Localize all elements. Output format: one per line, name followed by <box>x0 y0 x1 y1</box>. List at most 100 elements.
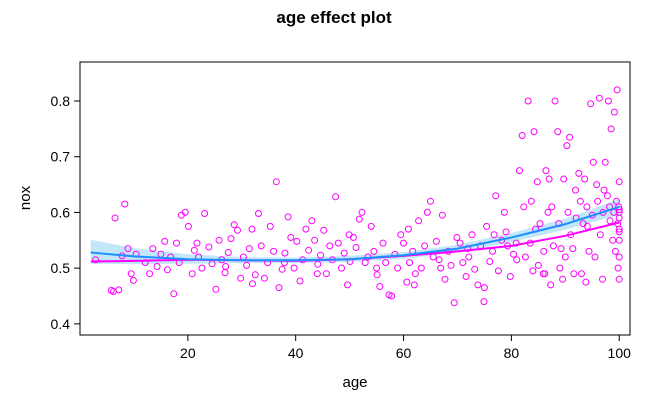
data-point <box>243 261 251 269</box>
data-point <box>111 214 119 222</box>
data-point <box>221 269 229 277</box>
y-tick-label: 0.6 <box>51 204 71 220</box>
data-point <box>193 239 201 247</box>
data-point <box>293 237 301 245</box>
data-point <box>533 178 541 186</box>
data-point <box>489 247 496 255</box>
data-point <box>506 273 514 280</box>
data-point <box>92 256 100 264</box>
data-point <box>146 270 154 278</box>
data-point <box>468 231 476 239</box>
data-point <box>500 208 508 216</box>
data-point <box>124 245 132 253</box>
data-point <box>561 253 569 261</box>
data-point <box>411 270 419 278</box>
data-point <box>373 264 381 272</box>
data-point <box>237 274 245 282</box>
data-point <box>583 203 591 211</box>
data-point <box>260 274 268 282</box>
data-point <box>581 175 589 183</box>
data-point <box>190 246 198 254</box>
data-point <box>530 128 538 136</box>
data-point <box>589 158 597 166</box>
data-point <box>308 217 316 225</box>
y-axis: 0.4 0.5 0.6 0.7 0.8 <box>51 93 81 332</box>
data-point <box>512 239 520 247</box>
x-tick-label: 40 <box>288 345 304 361</box>
data-point <box>490 231 498 239</box>
data-point <box>516 167 523 175</box>
data-point <box>311 236 319 244</box>
data-point <box>456 239 464 247</box>
data-point <box>483 222 491 230</box>
data-point <box>251 271 259 279</box>
data-point <box>594 197 602 205</box>
data-point <box>141 259 149 267</box>
y-tick-label: 0.5 <box>51 260 71 276</box>
data-point <box>355 215 363 223</box>
data-point <box>129 276 137 284</box>
data-point <box>486 258 494 265</box>
data-point <box>421 242 429 250</box>
data-point <box>492 192 500 200</box>
data-point <box>615 236 623 244</box>
data-point <box>459 259 467 267</box>
data-point <box>604 97 612 105</box>
data-point <box>474 281 482 289</box>
data-point <box>557 245 565 253</box>
x-tick-label: 20 <box>180 345 196 361</box>
data-point <box>566 133 574 141</box>
data-point <box>569 245 577 253</box>
data-point <box>198 264 206 272</box>
data-point <box>173 239 180 247</box>
data-point <box>322 270 330 278</box>
data-point <box>578 270 585 278</box>
data-point <box>373 271 381 279</box>
data-point <box>320 226 328 234</box>
data-point <box>230 221 238 229</box>
data-point <box>560 175 568 183</box>
data-point <box>447 261 455 269</box>
data-point <box>536 220 544 228</box>
x-tick-label: 80 <box>504 345 520 361</box>
data-point <box>404 225 412 233</box>
data-point <box>427 197 434 205</box>
data-point <box>379 239 387 247</box>
data-point <box>465 253 473 261</box>
data-point <box>606 217 614 225</box>
data-point <box>376 283 384 290</box>
data-point <box>615 206 623 214</box>
data-point <box>388 292 396 300</box>
data-point <box>287 234 295 241</box>
data-point <box>527 197 535 205</box>
data-point <box>367 222 375 230</box>
data-point <box>610 108 618 116</box>
data-point <box>548 203 556 211</box>
data-point <box>326 242 334 250</box>
data-point <box>615 228 623 236</box>
data-point <box>462 273 470 280</box>
data-point <box>587 100 595 108</box>
x-tick-label: 60 <box>396 345 412 361</box>
fit-line <box>90 205 620 262</box>
data-point <box>205 243 213 251</box>
data-point <box>423 208 431 216</box>
data-point <box>609 236 617 244</box>
data-point <box>382 259 390 267</box>
data-point <box>544 208 552 216</box>
data-point <box>480 284 488 292</box>
data-point <box>559 275 567 283</box>
data-point <box>284 213 292 221</box>
data-point <box>518 132 526 139</box>
data-point <box>615 253 623 261</box>
data-point <box>170 290 178 298</box>
data-point <box>149 245 157 253</box>
data-point <box>450 299 458 307</box>
data-point <box>338 264 345 272</box>
data-point <box>163 266 171 274</box>
data-point <box>471 265 479 273</box>
data-point <box>615 214 623 222</box>
data-point <box>272 178 280 186</box>
data-point <box>270 247 278 255</box>
